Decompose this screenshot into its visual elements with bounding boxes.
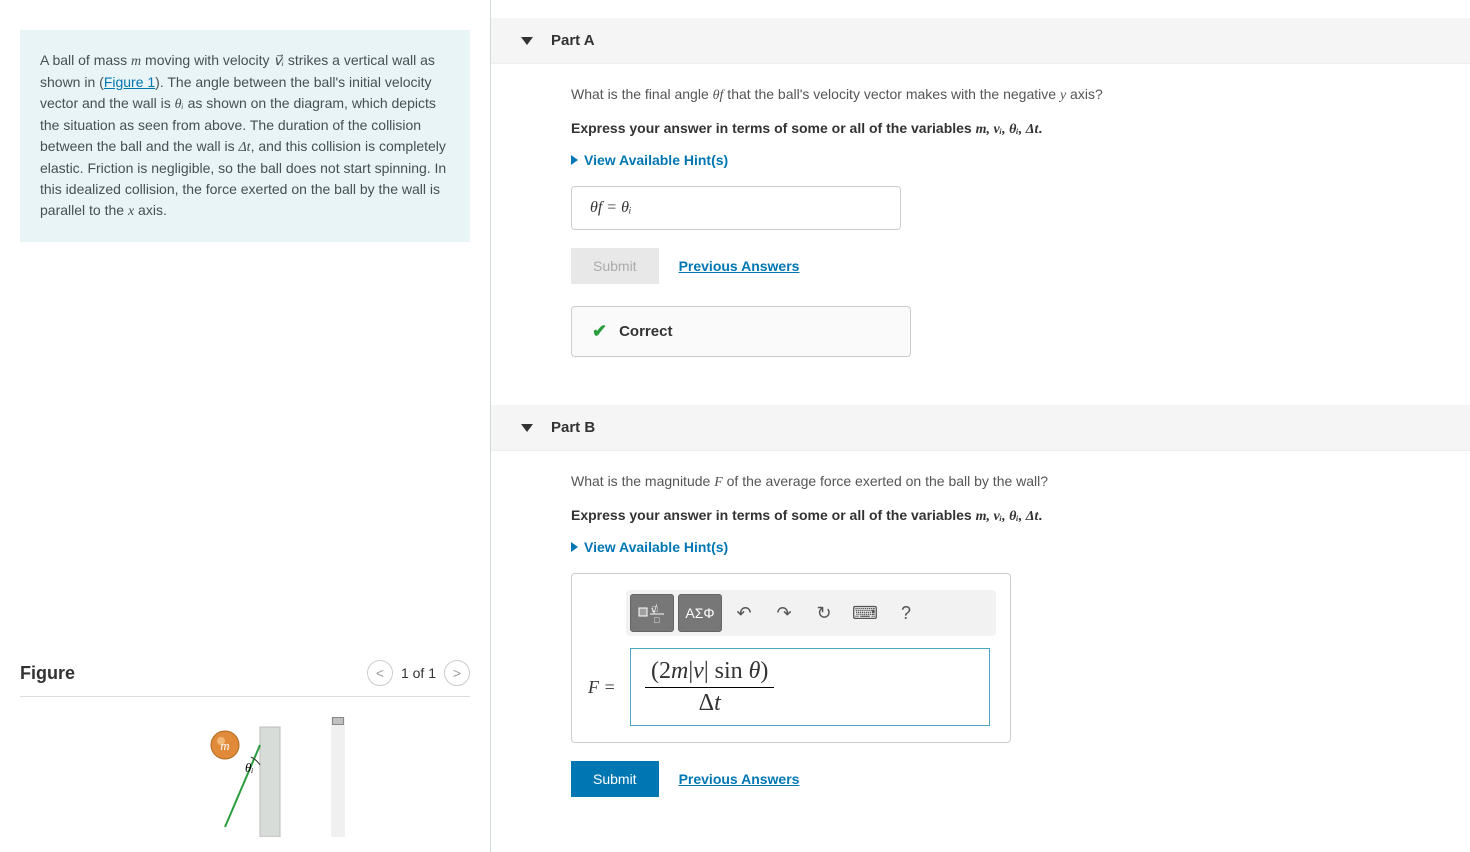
equation-row: F = (2m|v| sin θ) Δt (588, 648, 994, 726)
toolbar-reset-button[interactable]: ↻ (806, 594, 842, 632)
check-icon: ✔ (592, 321, 607, 342)
redo-icon: ↷ (776, 603, 791, 624)
text: What is the magnitude (571, 473, 714, 489)
toolbar-keyboard-button[interactable]: ⌨ (846, 594, 884, 632)
svg-text:m: m (220, 738, 229, 753)
part-b-header[interactable]: Part B (491, 405, 1470, 451)
var-theta-f: θf (713, 88, 724, 103)
equation-lhs: F = (588, 677, 620, 698)
figure-title: Figure (20, 663, 75, 684)
var-theta-i: θᵢ (175, 97, 184, 112)
toolbar-templates-button[interactable]: □□√ (630, 594, 674, 632)
equation-toolbar: □□√ ΑΣΦ ↶ ↷ ↻ ⌨ ? (626, 590, 996, 636)
caret-right-icon (571, 542, 578, 552)
var-m: m (131, 54, 141, 69)
hints-label: View Available Hint(s) (584, 152, 728, 168)
toolbar-greek-button[interactable]: ΑΣΦ (678, 594, 722, 632)
svg-text:□: □ (654, 615, 660, 624)
figure-nav: < 1 of 1 > (367, 660, 470, 686)
figure-diagram: m θᵢ (145, 717, 345, 837)
figure-body: m θᵢ (20, 717, 470, 837)
text: Express your answer in terms of some or … (571, 120, 976, 136)
feedback-label: Correct (619, 323, 672, 340)
reset-icon: ↻ (816, 603, 831, 624)
part-a-submit-button[interactable]: Submit (571, 248, 659, 284)
part-b: Part B What is the magnitude F of the av… (491, 405, 1470, 849)
text: . (1038, 120, 1042, 136)
text: axis? (1066, 86, 1103, 102)
vars: m, vᵢ, θᵢ, Δt (976, 509, 1039, 524)
part-a-body: What is the final angle θf that the ball… (491, 84, 1470, 387)
undo-icon: ↶ (736, 603, 751, 624)
svg-text:√: √ (651, 604, 658, 616)
var-F: F (714, 475, 723, 490)
equation-numerator: (2m|v| sin θ) (645, 658, 774, 687)
figure-link[interactable]: Figure 1 (104, 74, 155, 90)
part-b-submit-button[interactable]: Submit (571, 761, 659, 797)
part-a-title: Part A (551, 32, 595, 49)
equation-denominator: Δt (693, 688, 727, 716)
figure-next-button[interactable]: > (444, 660, 470, 686)
text: that the ball's velocity vector makes wi… (723, 86, 1060, 102)
text: What is the final angle (571, 86, 713, 102)
part-b-question: What is the magnitude F of the average f… (571, 471, 1420, 493)
part-b-instruction: Express your answer in terms of some or … (571, 507, 1420, 525)
var-vi: v⃗ᵢ (273, 54, 284, 69)
part-a-hints-toggle[interactable]: View Available Hint(s) (571, 152, 1420, 168)
equation-fraction: (2m|v| sin θ) Δt (645, 658, 774, 716)
var-dt: Δt (238, 140, 250, 155)
right-panel: Part A What is the final angle θf that t… (490, 0, 1470, 852)
part-b-title: Part B (551, 419, 595, 436)
answer-lhs: θf = (590, 199, 621, 216)
figure-header: Figure < 1 of 1 > (20, 660, 470, 697)
keyboard-icon: ⌨ (852, 603, 878, 624)
answer-rhs: θᵢ (621, 199, 631, 216)
hints-label: View Available Hint(s) (584, 539, 728, 555)
problem-text: axis. (134, 202, 167, 218)
scrollbar-thumb[interactable] (332, 717, 344, 725)
part-a-submit-row: Submit Previous Answers (571, 248, 1420, 284)
problem-statement: A ball of mass m moving with velocity v⃗… (20, 30, 470, 242)
figure-count: 1 of 1 (401, 665, 436, 681)
problem-text: A ball of mass (40, 52, 131, 68)
help-icon: ? (901, 603, 911, 624)
chevron-right-icon: > (453, 665, 461, 681)
chevron-left-icon: < (376, 665, 384, 681)
left-panel: A ball of mass m moving with velocity v⃗… (0, 0, 490, 852)
problem-text: moving with velocity (141, 52, 273, 68)
text: of the average force exerted on the ball… (723, 473, 1048, 489)
svg-text:θᵢ: θᵢ (245, 760, 253, 775)
part-a-header[interactable]: Part A (491, 18, 1470, 64)
part-a: Part A What is the final angle θf that t… (491, 18, 1470, 387)
part-b-hints-toggle[interactable]: View Available Hint(s) (571, 539, 1420, 555)
caret-right-icon (571, 155, 578, 165)
part-a-question: What is the final angle θf that the ball… (571, 84, 1420, 106)
part-a-answer-box: θf = θᵢ (571, 186, 901, 230)
figure-section: Figure < 1 of 1 > m θᵢ (20, 660, 470, 837)
toolbar-help-button[interactable]: ? (888, 594, 924, 632)
equation-editor: □□√ ΑΣΦ ↶ ↷ ↻ ⌨ ? F = (2m|v| sin θ) Δt (571, 573, 1011, 743)
part-b-body: What is the magnitude F of the average f… (491, 471, 1470, 849)
figure-prev-button[interactable]: < (367, 660, 393, 686)
vars: m, vᵢ, θᵢ, Δt (976, 122, 1039, 137)
equation-input[interactable]: (2m|v| sin θ) Δt (630, 648, 990, 726)
caret-down-icon (521, 424, 533, 432)
text: Express your answer in terms of some or … (571, 507, 976, 523)
part-b-submit-row: Submit Previous Answers (571, 761, 1420, 797)
part-a-feedback: ✔ Correct (571, 306, 911, 357)
part-a-previous-answers-link[interactable]: Previous Answers (679, 258, 800, 274)
toolbar-redo-button[interactable]: ↷ (766, 594, 802, 632)
text: . (1038, 507, 1042, 523)
part-b-previous-answers-link[interactable]: Previous Answers (679, 771, 800, 787)
figure-scrollbar[interactable] (331, 717, 345, 837)
caret-down-icon (521, 37, 533, 45)
part-a-instruction: Express your answer in terms of some or … (571, 120, 1420, 138)
toolbar-undo-button[interactable]: ↶ (726, 594, 762, 632)
